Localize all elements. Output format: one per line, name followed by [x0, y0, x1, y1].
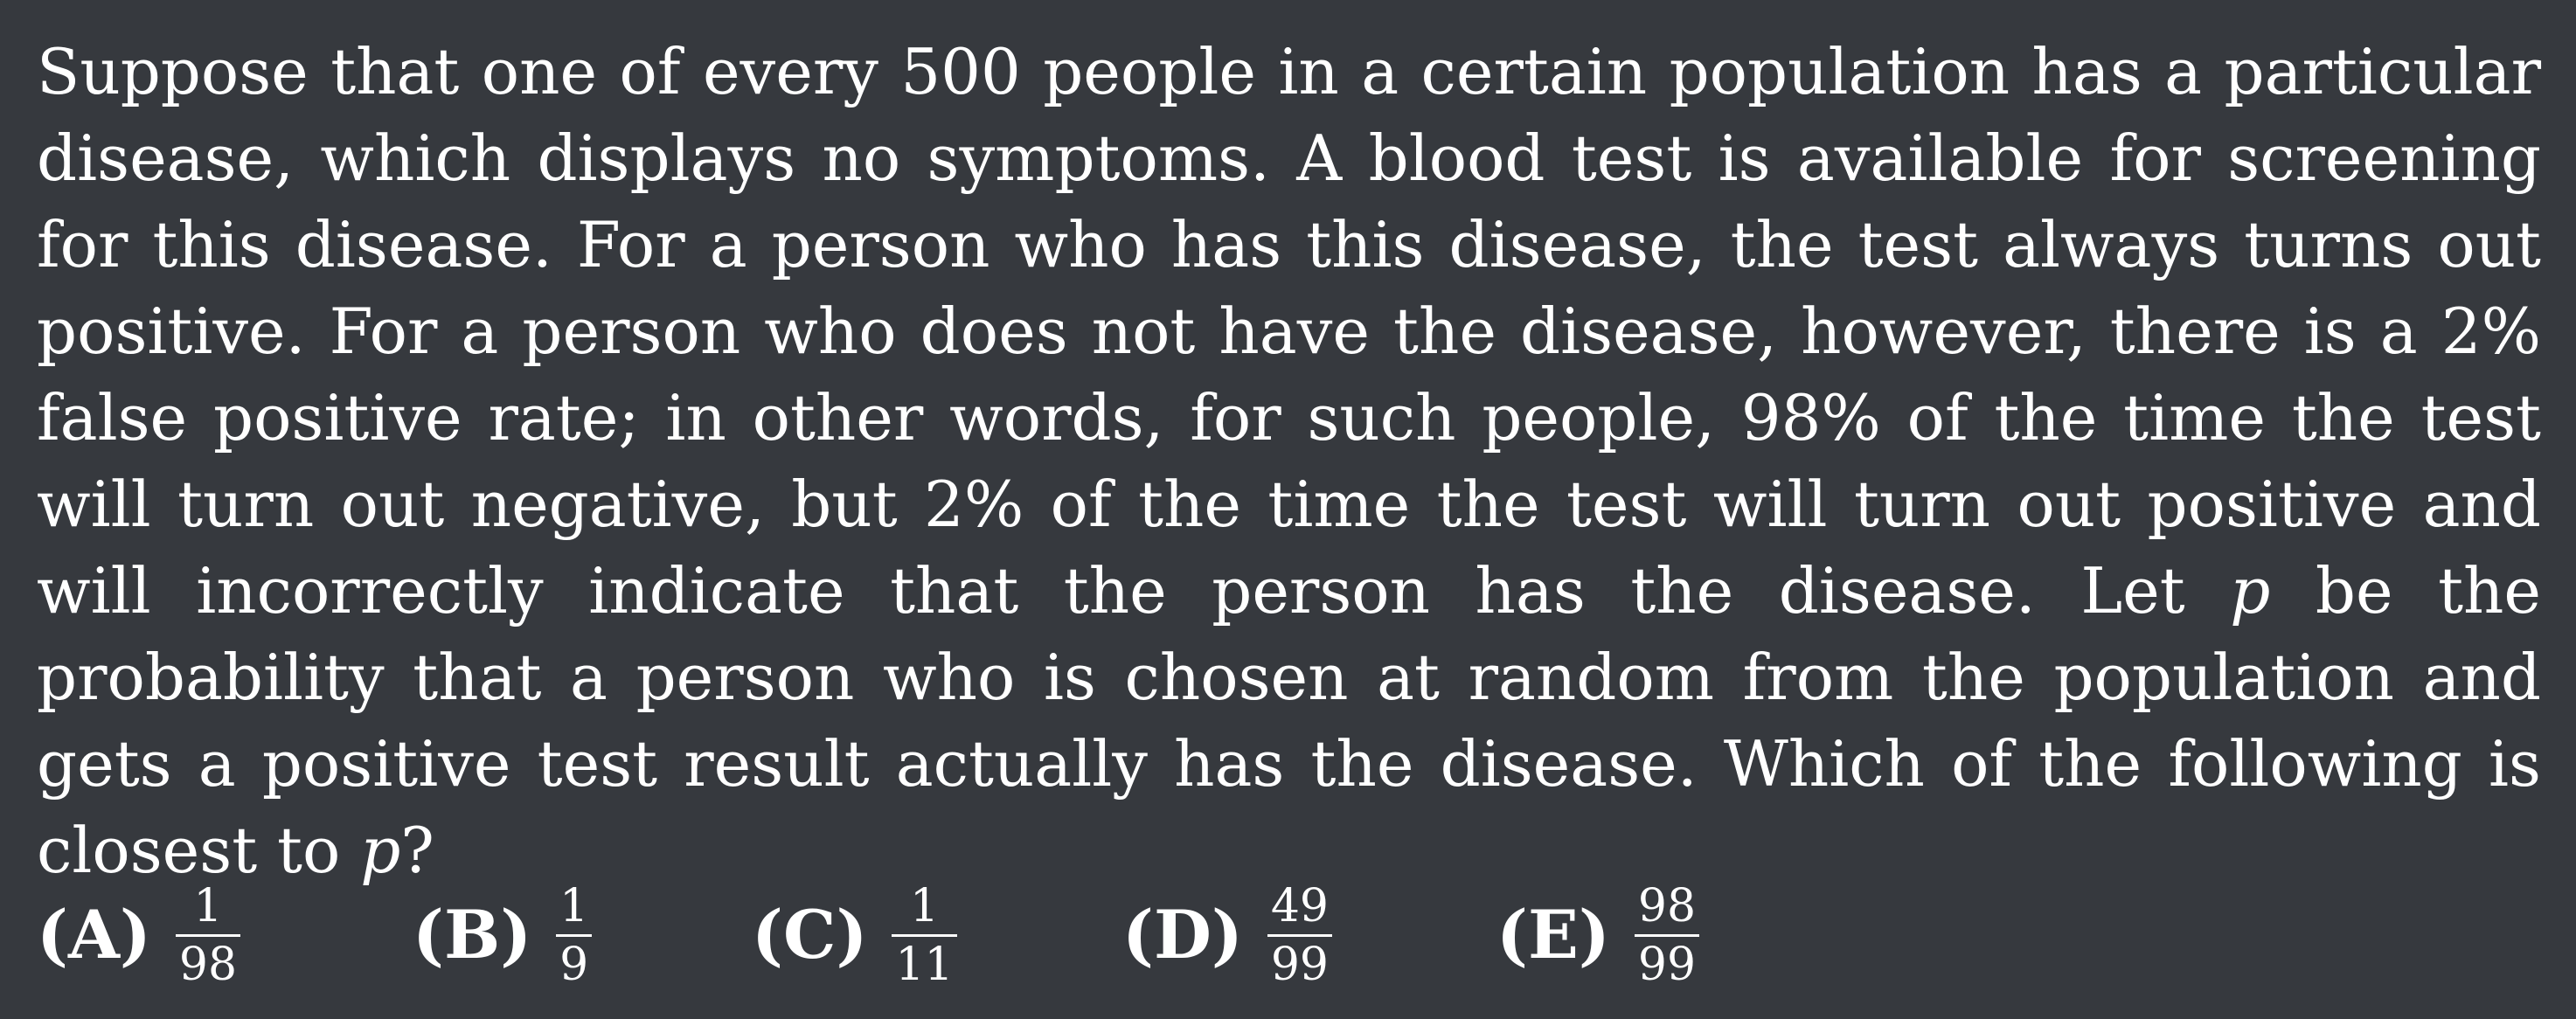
choice-label: (B) — [413, 896, 532, 974]
choice-label: (E) — [1496, 896, 1610, 974]
denominator: 99 — [1270, 938, 1329, 991]
numerator: 1 — [559, 879, 589, 932]
variable-p-2: p — [360, 814, 401, 887]
problem-text-1: Suppose that one of every 500 people in … — [37, 35, 2541, 627]
fraction: 1 11 — [892, 879, 957, 991]
problem-text-2: be the probability that a person who is … — [37, 554, 2542, 887]
problem-text-3: ? — [400, 814, 434, 887]
fraction-bar — [892, 933, 957, 937]
fraction: 49 99 — [1267, 884, 1332, 988]
choice-c[interactable]: (C) 1 11 — [752, 883, 957, 988]
choice-d[interactable]: (D) 49 99 — [1122, 883, 1332, 988]
numerator: 98 — [1637, 879, 1697, 932]
choice-label: (C) — [752, 896, 868, 974]
denominator: 99 — [1637, 938, 1697, 991]
denominator: 9 — [559, 938, 589, 991]
choice-label: (A) — [37, 896, 151, 974]
numerator: 49 — [1270, 879, 1329, 932]
fraction-bar — [1634, 933, 1700, 937]
problem-statement: Suppose that one of every 500 people in … — [37, 29, 2541, 894]
fraction-bar — [175, 933, 241, 937]
fraction-bar — [556, 933, 593, 937]
denominator: 98 — [178, 938, 238, 991]
variable-p: p — [2230, 554, 2271, 627]
choice-label: (D) — [1122, 896, 1243, 974]
fraction: 1 98 — [175, 879, 241, 991]
choice-b[interactable]: (B) 1 9 — [413, 879, 593, 991]
fraction: 1 9 — [556, 879, 593, 991]
numerator: 1 — [909, 879, 940, 932]
numerator: 1 — [193, 879, 223, 932]
fraction-bar — [1267, 933, 1332, 937]
choice-e[interactable]: (E) 98 99 — [1496, 879, 1700, 991]
answer-choices: (A) 1 98 (B) 1 9 (C) 1 11 (D) — [37, 883, 2537, 988]
choice-a[interactable]: (A) 1 98 — [37, 879, 241, 991]
denominator: 11 — [895, 938, 954, 991]
fraction: 98 99 — [1634, 879, 1700, 991]
